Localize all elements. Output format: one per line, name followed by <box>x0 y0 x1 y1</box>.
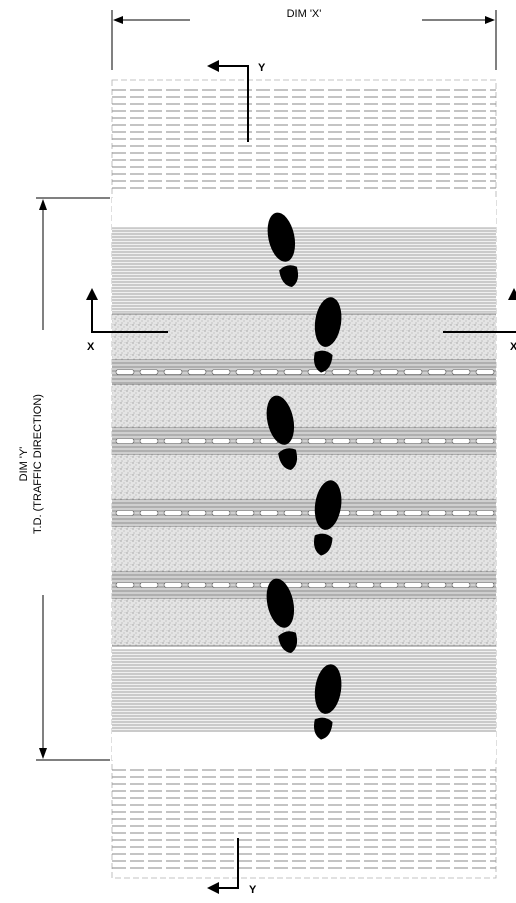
drainage-slot <box>235 582 255 588</box>
rail-section-bottom <box>112 649 496 732</box>
grit-bands <box>112 313 496 647</box>
drainage-slot <box>403 369 423 375</box>
drainage-slots <box>115 369 495 588</box>
drainage-slot <box>427 438 447 444</box>
drainage-slot <box>331 369 351 375</box>
drainage-slot <box>379 438 399 444</box>
drainage-slot <box>115 510 135 516</box>
drainage-slot <box>307 438 327 444</box>
dim-x-arrow-right-icon <box>485 16 495 24</box>
drainage-slot <box>283 369 303 375</box>
drainage-slot <box>427 510 447 516</box>
drainage-slot <box>403 438 423 444</box>
drainage-slot <box>259 369 279 375</box>
dim-y-arrow-down-icon <box>39 748 47 759</box>
dim-y-dimension: DIM 'Y' T.D. (TRAFFIC DIRECTION) <box>18 197 110 761</box>
drainage-slot <box>187 438 207 444</box>
section-y-bottom-label: Y <box>249 884 257 896</box>
grit-band <box>112 384 496 428</box>
grit-band <box>112 454 496 500</box>
drainage-slot <box>187 582 207 588</box>
drainage-slot <box>139 438 159 444</box>
drainage-slot <box>403 510 423 516</box>
dim-y-traffic-label: T.D. (TRAFFIC DIRECTION) <box>32 394 44 534</box>
section-y-top-arrow-icon <box>207 60 219 72</box>
drainage-slot <box>139 369 159 375</box>
section-x-right: X <box>443 288 516 353</box>
drainage-slot <box>379 369 399 375</box>
grit-band <box>112 598 496 646</box>
drainage-slot <box>187 510 207 516</box>
section-x-left-line <box>91 296 168 333</box>
drainage-slot <box>259 510 279 516</box>
section-y-bottom-line <box>217 838 239 889</box>
drainage-slot <box>163 582 183 588</box>
mat-body <box>112 198 496 760</box>
drainage-slot <box>379 582 399 588</box>
section-x-left-arrow-icon <box>86 288 98 300</box>
drainage-slot <box>355 582 375 588</box>
drainage-slot <box>427 582 447 588</box>
drainage-slot <box>211 582 231 588</box>
section-x-right-label: X <box>510 341 516 353</box>
drainage-slot <box>115 582 135 588</box>
top-dashed-extension <box>112 89 496 189</box>
drainage-slot <box>451 510 471 516</box>
drainage-slot <box>211 510 231 516</box>
bottom-dashed-extension <box>112 769 496 869</box>
dim-y-arrow-up-icon <box>39 199 47 210</box>
drainage-slot <box>331 582 351 588</box>
drainage-slot <box>211 438 231 444</box>
drainage-slot <box>211 369 231 375</box>
drainage-slot <box>379 510 399 516</box>
drainage-slot <box>475 582 495 588</box>
drainage-slot <box>451 369 471 375</box>
drainage-slot <box>355 510 375 516</box>
drainage-slot <box>163 369 183 375</box>
rail-section-top <box>112 227 496 313</box>
drainage-slot <box>403 582 423 588</box>
drainage-slot <box>355 369 375 375</box>
drainage-slot <box>187 369 207 375</box>
drainage-slot <box>475 438 495 444</box>
drainage-slot <box>115 438 135 444</box>
drainage-slot <box>139 582 159 588</box>
dim-y-label: DIM 'Y' <box>18 447 30 482</box>
section-y-bottom: Y <box>207 838 257 896</box>
grit-band <box>112 314 496 360</box>
section-y-top: Y <box>207 60 266 142</box>
drainage-slot <box>451 582 471 588</box>
drainage-slot <box>115 369 135 375</box>
section-y-top-label: Y <box>258 62 266 74</box>
drainage-slot <box>139 510 159 516</box>
grit-band <box>112 526 496 572</box>
section-y-top-line <box>217 65 249 142</box>
drainage-slot <box>331 438 351 444</box>
drainage-slot <box>451 438 471 444</box>
dim-x-dimension: DIM 'X' <box>111 8 497 70</box>
drainage-slot <box>235 438 255 444</box>
dim-x-arrow-left-icon <box>113 16 123 24</box>
rail-background <box>112 650 496 732</box>
drainage-slot <box>307 582 327 588</box>
drainage-slot <box>163 438 183 444</box>
drainage-slot <box>355 438 375 444</box>
drainage-slot <box>235 369 255 375</box>
drainage-slot <box>475 369 495 375</box>
drainage-slot <box>163 510 183 516</box>
section-x-right-arrow-icon <box>508 288 516 300</box>
drainage-slot <box>427 369 447 375</box>
dim-x-label: DIM 'X' <box>287 8 322 20</box>
drainage-slot <box>283 510 303 516</box>
drainage-slot <box>475 510 495 516</box>
drainage-slot <box>235 510 255 516</box>
section-x-left: X <box>86 288 168 353</box>
section-y-bottom-arrow-icon <box>207 882 219 894</box>
section-x-left-label: X <box>87 341 95 353</box>
